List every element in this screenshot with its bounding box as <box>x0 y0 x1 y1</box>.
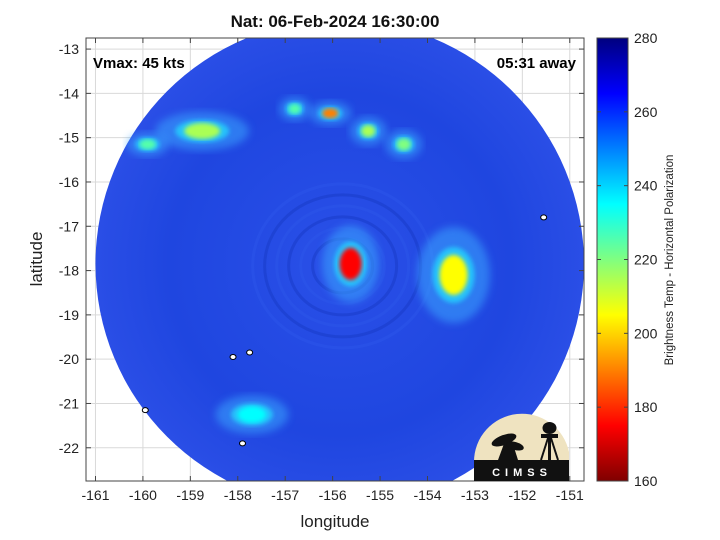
logo-water-tank <box>542 422 557 434</box>
rainband-east <box>439 255 468 296</box>
logo-dish-right <box>506 441 524 451</box>
swath-layer <box>95 38 584 481</box>
x-tick-label: -159 <box>176 487 204 503</box>
logo-text: CIMSS <box>492 467 552 479</box>
colorbar-tick-label: 240 <box>634 178 658 194</box>
x-tick-label: -152 <box>508 487 536 503</box>
island-4 <box>141 407 149 414</box>
colorbar-tick-label: 280 <box>634 30 658 46</box>
band-north-1 <box>322 108 339 119</box>
y-axis-label: latitude <box>27 232 46 287</box>
spiral-ring <box>287 215 399 317</box>
logo-dish-left <box>491 433 517 447</box>
x-tick-label: -154 <box>413 487 441 503</box>
time-offset-label: 05:31 away <box>497 55 577 72</box>
cloud-features <box>126 96 490 434</box>
y-tick-label: -17 <box>59 218 79 234</box>
colorbar-tick-label: 200 <box>634 325 658 341</box>
x-tick-label: -161 <box>81 487 109 503</box>
island-1 <box>229 353 237 360</box>
island-outlines <box>141 214 548 447</box>
cloud-northwest <box>184 123 221 140</box>
y-axis-ticks: -13 -14 -15 -16 -17 -18 -19 -20 -21 -22 <box>59 41 584 456</box>
storm-core <box>339 247 362 280</box>
logo-tower-leg <box>548 436 551 460</box>
colorbar-tick-label: 160 <box>634 473 658 489</box>
y-tick-label: -19 <box>59 307 79 323</box>
x-axis-label: longitude <box>300 512 369 531</box>
x-tick-label: -156 <box>319 487 347 503</box>
colorbar-tick-label: 180 <box>634 399 658 415</box>
colorbar-tick-label: 260 <box>634 104 658 120</box>
plot-title: Nat: 06-Feb-2024 16:30:00 <box>231 12 440 31</box>
band-north-2 <box>361 125 376 138</box>
logo-ground <box>474 460 569 481</box>
cimss-logo: CIMSS <box>473 413 569 481</box>
x-tick-label: -157 <box>271 487 299 503</box>
logo-tower-ring <box>541 434 558 438</box>
x-tick-label: -151 <box>556 487 584 503</box>
x-tick-label: -160 <box>129 487 157 503</box>
colorbar-tick-label: 220 <box>634 252 658 268</box>
colorbar <box>596 37 629 482</box>
colorbar-ticks: 160 180 200 220 240 260 280 <box>597 30 658 489</box>
x-axis-ticks: -161 -160 -159 -158 -157 -156 -155 -154 -153 -152… <box>81 38 584 503</box>
cloud-south <box>238 406 266 423</box>
y-tick-label: -18 <box>59 263 79 279</box>
y-tick-label: -13 <box>59 41 79 57</box>
y-tick-label: -16 <box>59 174 79 190</box>
vmax-label: Vmax: 45 kts <box>93 55 185 72</box>
y-tick-label: -22 <box>59 440 79 456</box>
island-2 <box>246 349 254 356</box>
y-tick-label: -20 <box>59 351 79 367</box>
x-tick-label: -153 <box>461 487 489 503</box>
plot-frame <box>85 37 585 482</box>
colorbar-label: Brightness Temp - Horizontal Polarizatio… <box>664 155 676 366</box>
y-tick-label: -14 <box>59 85 79 101</box>
band-north-4 <box>288 103 301 114</box>
island-east <box>540 214 548 221</box>
x-tick-label: -155 <box>366 487 394 503</box>
island-3 <box>239 440 247 447</box>
spiral-ring <box>275 204 411 328</box>
logo-tower-strut-left <box>540 437 549 461</box>
x-tick-label: -158 <box>224 487 252 503</box>
logo-tower-strut-right <box>550 437 559 461</box>
y-tick-label: -21 <box>59 395 79 411</box>
y-tick-label: -15 <box>59 130 79 146</box>
cloud-west <box>139 139 156 150</box>
band-north-3 <box>396 138 411 151</box>
